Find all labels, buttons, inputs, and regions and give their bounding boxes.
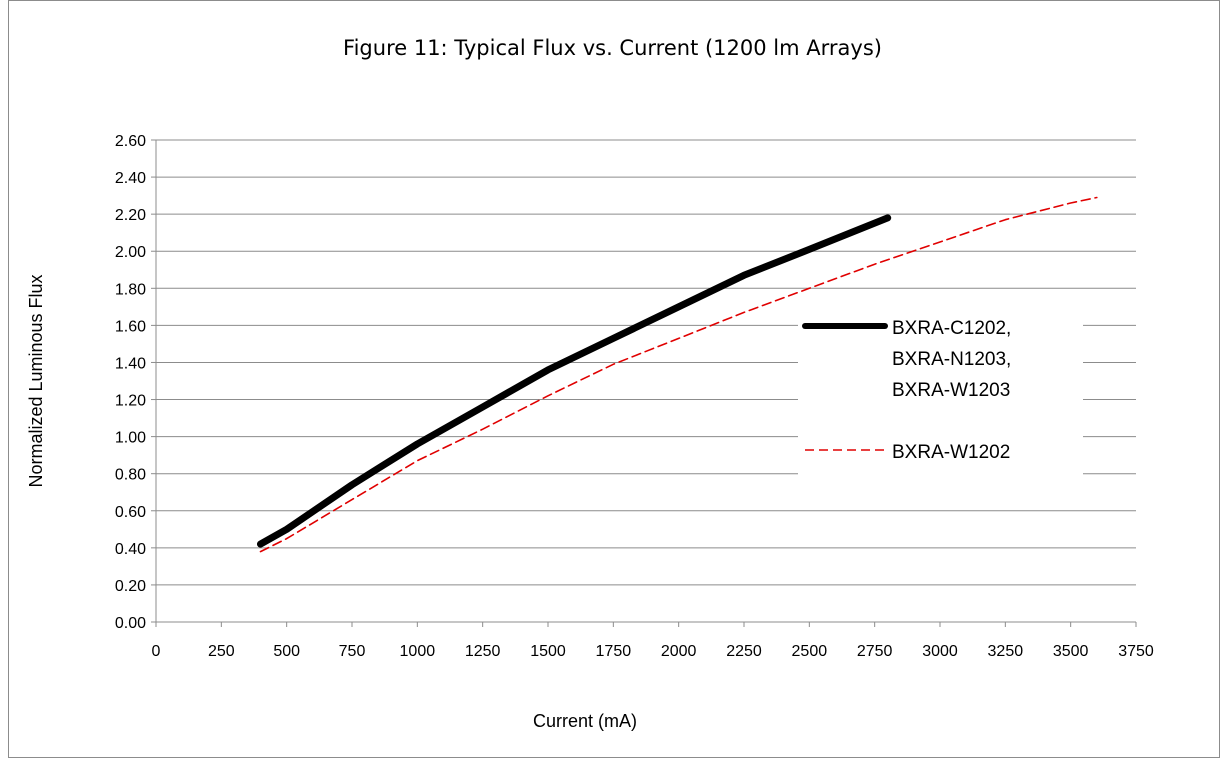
legend-label: BXRA-C1202, <box>892 318 1011 339</box>
legend-background <box>798 300 1083 478</box>
y-tick-labels: 0.00 0.20 0.40 0.60 0.80 1.00 1.20 1.40 1.60 1.80… <box>115 133 146 632</box>
x-axis-label: Current (mA) <box>533 711 637 731</box>
x-tick-label: 0 <box>152 643 161 660</box>
legend-label: BXRA-N1203, <box>892 349 1011 370</box>
series-group <box>257 196 1098 553</box>
y-tick-label: 2.20 <box>115 207 146 224</box>
legend-label: BXRA-W1202 <box>892 442 1010 463</box>
y-tick-label: 2.00 <box>115 244 146 261</box>
x-tick-label: 2750 <box>857 643 893 660</box>
chart-title: Figure 11: Typical Flux vs. Current (120… <box>343 36 882 60</box>
series-line-2 <box>259 196 1098 553</box>
y-tick-label: 1.00 <box>115 430 146 447</box>
x-tick-label: 2250 <box>726 643 762 660</box>
legend: BXRA-C1202, BXRA-N1203, BXRA-W1203 BXRA-W12… <box>802 318 1011 463</box>
series-line-1 <box>257 214 892 548</box>
x-tick-label: 3500 <box>1053 643 1089 660</box>
y-tick-label: 1.60 <box>115 318 146 335</box>
x-tick-label: 3250 <box>988 643 1024 660</box>
y-tick-label: 2.40 <box>115 170 146 187</box>
x-tick-label: 3000 <box>922 643 958 660</box>
y-tick-label: 1.80 <box>115 281 146 298</box>
y-axis-label: Normalized Luminous Flux <box>26 274 46 487</box>
x-tick-label: 1750 <box>596 643 632 660</box>
y-tick-label: 1.40 <box>115 355 146 372</box>
x-tick-label: 750 <box>339 643 366 660</box>
y-tick-label: 0.40 <box>115 541 146 558</box>
x-tick-label: 1000 <box>400 643 436 660</box>
y-tick-label: 0.80 <box>115 467 146 484</box>
x-tick-label: 500 <box>273 643 300 660</box>
y-tick-label: 0.00 <box>115 615 146 632</box>
x-tick-labels: 0 250 500 750 1000 1250 1500 1750 2000 2250 2500 27… <box>152 643 1154 660</box>
legend-label: BXRA-W1203 <box>892 380 1010 401</box>
y-tick-label: 0.60 <box>115 504 146 521</box>
x-tick-label: 2000 <box>661 643 697 660</box>
x-tick-label: 1250 <box>465 643 501 660</box>
x-tick-label: 3750 <box>1118 643 1154 660</box>
axes <box>151 139 1137 627</box>
y-tick-label: 2.60 <box>115 133 146 150</box>
x-tick-label: 250 <box>208 643 235 660</box>
y-tick-label: 1.20 <box>115 393 146 410</box>
y-tick-label: 0.20 <box>115 578 146 595</box>
x-tick-label: 1500 <box>530 643 566 660</box>
x-tick-label: 2500 <box>792 643 828 660</box>
